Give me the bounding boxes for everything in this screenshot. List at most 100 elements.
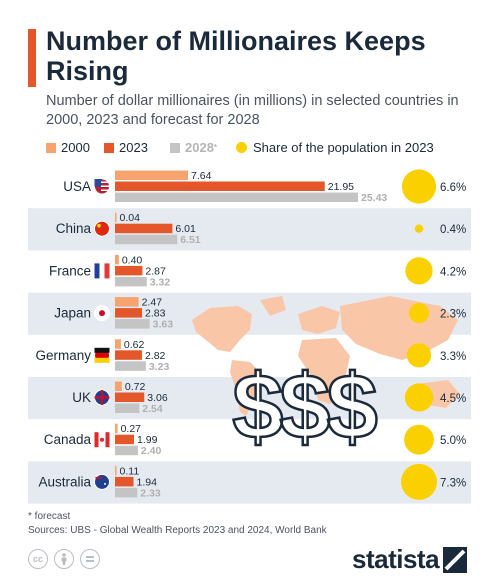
china-flag-icon (94, 220, 110, 237)
japan-flag-icon (94, 305, 110, 322)
bar-2028-canada (115, 445, 138, 456)
sources: Sources: UBS - Global Wealth Reports 202… (28, 525, 327, 536)
legend-item-2000: 2000 (46, 140, 90, 155)
data-label-2000: 0.62 (124, 339, 145, 351)
map-europe (298, 306, 340, 334)
share-label: 2.3% (440, 309, 466, 321)
uk-flag-icon (94, 389, 110, 406)
data-label-2023: 1.99 (137, 434, 158, 446)
data-label-2000: 0.11 (120, 465, 140, 477)
attribution-icon (54, 549, 74, 569)
legend-swatch-2028 (170, 142, 180, 153)
title-accent-bar (28, 29, 36, 87)
germany-flag-icon (94, 347, 110, 364)
row-band (28, 292, 471, 335)
australia-flag-icon (94, 473, 110, 490)
bar-2000-china (115, 212, 117, 223)
category-label: France (49, 263, 91, 278)
category-label: Japan (54, 306, 91, 321)
bar-2000-japan (115, 297, 139, 307)
page-subtitle: Number of dollar millionaires (in millio… (46, 93, 459, 128)
share-bubble (404, 424, 434, 455)
category-label: China (56, 221, 92, 236)
data-label-2028: 6.51 (180, 234, 201, 246)
bar-2000-uk (115, 381, 122, 391)
data-label-2023: 3.06 (147, 392, 168, 404)
row-japan: Japan 2.472.833.63 2.3% (54, 297, 466, 331)
row-band (28, 377, 471, 420)
share-bubble (401, 169, 437, 204)
data-label-2023: 6.01 (175, 223, 196, 235)
statista-mark-icon (443, 546, 468, 573)
share-bubble (414, 224, 424, 233)
bar-2023-uk (115, 392, 145, 402)
data-label-2000: 0.72 (125, 381, 146, 393)
share-label: 4.2% (440, 266, 466, 278)
license-icons: cc (28, 549, 100, 569)
legend-item-2023: 2023 (104, 140, 148, 155)
share-label: 0.4% (440, 224, 466, 236)
bar-2028-usa (115, 192, 358, 202)
row-band (28, 208, 471, 251)
data-label-2028: 2.54 (142, 403, 163, 415)
bar-2023-usa (115, 181, 325, 191)
data-label-2000: 0.27 (121, 423, 142, 435)
bar-2000-usa (115, 170, 189, 180)
data-label-2000: 2.47 (142, 297, 163, 309)
bar-2028-germany (115, 361, 146, 371)
data-label-2028: 3.23 (149, 361, 170, 373)
category-label: Canada (44, 432, 92, 447)
legend-swatch-2000 (46, 142, 56, 153)
france-flag-icon (94, 262, 110, 279)
footnote: * forecast (28, 511, 71, 522)
world-map-illustration (192, 296, 460, 416)
bar-2023-canada (115, 434, 135, 445)
data-label-2000: 7.64 (191, 170, 212, 182)
share-bubble (404, 383, 434, 412)
category-label: Germany (35, 348, 91, 363)
legend-label-2028: 2028 (185, 140, 214, 155)
legend-swatch-2023 (104, 142, 114, 153)
data-label-2023: 21.95 (328, 181, 354, 193)
dollar-signs-text: $$$ (232, 356, 376, 458)
share-label: 5.0% (440, 435, 466, 447)
no-derivatives-icon (80, 549, 100, 569)
bar-2028-france (115, 276, 147, 287)
bar-2023-france (115, 265, 143, 276)
data-label-2028: 25.43 (361, 192, 387, 204)
bar-2023-china (115, 223, 173, 234)
legend-item-2028: 2028 * (170, 140, 217, 155)
bar-2028-china (115, 234, 178, 245)
data-label-2028: 2.33 (140, 487, 161, 499)
legend-item-share: Share of the population in 2023 (236, 140, 434, 155)
bar-2000-australia (115, 465, 117, 476)
bar-2000-germany (115, 339, 121, 349)
map-south-america (230, 360, 262, 416)
dollar-signs-annotation: $$$ (231, 355, 382, 460)
row-france: France 0.402.873.32 4.2% (49, 254, 466, 288)
share-label: 3.3% (440, 351, 466, 363)
row-bands (28, 208, 471, 504)
brand-name: statista (352, 544, 440, 574)
row-usa: USA 7.64 21.95 25.43 6.6% (63, 169, 466, 204)
row-uk: UK 0.723.062.54 4.5% (72, 381, 466, 415)
bar-2028-japan (115, 319, 150, 329)
bar-2028-australia (115, 487, 138, 498)
category-label: Australia (38, 474, 91, 489)
legend-swatch-share (236, 142, 247, 153)
legend-label-2023: 2023 (119, 140, 148, 155)
data-label-2023: 2.87 (145, 265, 166, 277)
legend-label-2000: 2000 (61, 140, 90, 155)
data-label-2028: 3.32 (150, 276, 171, 288)
bar-2023-japan (115, 308, 143, 318)
data-label-2000: 0.04 (120, 212, 141, 224)
data-label-2028: 2.40 (141, 445, 162, 457)
row-germany: Germany 0.622.823.23 3.3% (35, 339, 466, 373)
data-label-2000: 0.40 (122, 254, 143, 266)
row-china: China 0.04 6.016.51 0.4% (56, 212, 467, 246)
share-bubble (406, 343, 432, 368)
data-label-2023: 2.83 (145, 308, 166, 320)
data-label-2028: 3.63 (153, 319, 174, 331)
